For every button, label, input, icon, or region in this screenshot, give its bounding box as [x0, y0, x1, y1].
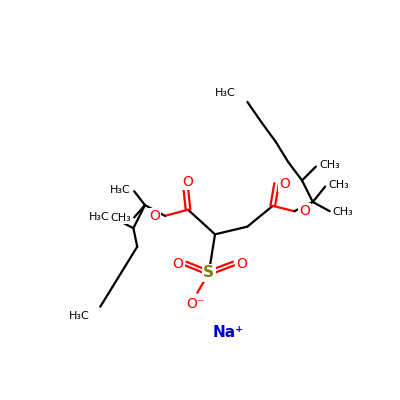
Text: S: S: [203, 265, 214, 280]
Text: H₃C: H₃C: [69, 311, 90, 321]
Text: H₃C: H₃C: [89, 212, 110, 222]
Text: O⁻: O⁻: [187, 297, 205, 311]
Text: CH₃: CH₃: [110, 213, 131, 223]
Text: O: O: [182, 175, 193, 189]
Text: CH₃: CH₃: [328, 180, 349, 190]
Text: O: O: [173, 257, 184, 270]
Text: O: O: [236, 257, 247, 270]
Text: O: O: [299, 204, 310, 218]
Text: CH₃: CH₃: [333, 207, 354, 217]
Text: H₃C: H₃C: [215, 88, 236, 98]
Text: Na⁺: Na⁺: [212, 326, 244, 340]
Text: O: O: [279, 176, 290, 190]
Text: CH₃: CH₃: [320, 160, 340, 170]
Text: O: O: [150, 209, 160, 223]
Text: H₃C: H₃C: [110, 185, 131, 195]
